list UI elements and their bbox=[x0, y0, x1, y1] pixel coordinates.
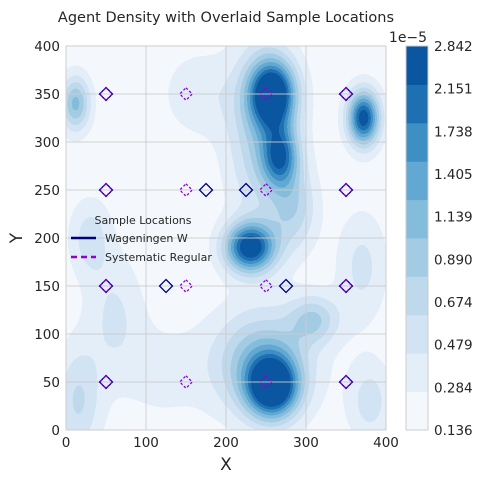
systematic-marker bbox=[258, 278, 274, 294]
systematic-marker bbox=[258, 86, 274, 102]
colorbar-band bbox=[406, 391, 428, 431]
chart-title: Agent Density with Overlaid Sample Locat… bbox=[58, 10, 394, 26]
systematic-marker bbox=[98, 278, 114, 294]
y-tick-label: 100 bbox=[34, 327, 60, 343]
colorbar-band bbox=[406, 314, 428, 354]
x-tick-label: 0 bbox=[62, 435, 71, 451]
colorbar-frame bbox=[405, 45, 429, 431]
colorbar-band bbox=[406, 84, 428, 124]
colorbar-tick-label: 1.738 bbox=[434, 124, 473, 140]
colorbar-tick-label: 0.890 bbox=[434, 252, 473, 268]
systematic-marker bbox=[98, 86, 114, 102]
x-tick-label: 200 bbox=[213, 435, 239, 451]
y-tick-label: 400 bbox=[34, 39, 60, 55]
colorbar-offset-label: 1e−5 bbox=[389, 30, 427, 46]
plot-area bbox=[65, 45, 387, 431]
colorbar: 0.136 0.284 0.479 0.674 0.890 1.139 1.405 1.738… bbox=[405, 39, 473, 439]
colorbar-band bbox=[406, 199, 428, 239]
y-tick-label: 50 bbox=[43, 375, 60, 391]
legend-entry-label: Systematic Regular bbox=[105, 251, 212, 264]
x-tick-label: 300 bbox=[293, 435, 319, 451]
systematic-marker bbox=[178, 278, 194, 294]
systematic-marker bbox=[258, 182, 274, 198]
systematic-marker bbox=[338, 278, 354, 294]
x-tick-label: 400 bbox=[373, 435, 399, 451]
systematic-marker bbox=[258, 374, 274, 390]
x-axis: 0 100 200 300 400 bbox=[62, 435, 399, 451]
systematic-marker bbox=[98, 182, 114, 198]
colorbar-band bbox=[406, 122, 428, 162]
systematic-marker bbox=[178, 374, 194, 390]
colorbar-tick-label: 0.284 bbox=[434, 380, 473, 396]
systematic-marker bbox=[178, 86, 194, 102]
wageningen-marker bbox=[198, 182, 214, 198]
systematic-marker bbox=[338, 374, 354, 390]
colorbar-tick-label: 1.139 bbox=[434, 210, 473, 226]
y-tick-label: 300 bbox=[34, 135, 60, 151]
legend-title: Sample Locations bbox=[95, 214, 192, 227]
y-axis: 0 50 100 150 200 250 300 350 400 bbox=[34, 39, 60, 439]
colorbar-band bbox=[406, 46, 428, 85]
legend-entry-label: Wageningen W bbox=[105, 232, 188, 245]
colorbar-tick-label: 2.842 bbox=[434, 39, 473, 55]
colorbar-tick-label: 1.405 bbox=[434, 167, 473, 183]
wageningen-marker bbox=[158, 278, 174, 294]
sample-markers bbox=[98, 86, 354, 390]
wageningen-marker bbox=[238, 182, 254, 198]
y-tick-label: 150 bbox=[34, 279, 60, 295]
colorbar-band bbox=[406, 353, 428, 393]
y-tick-label: 200 bbox=[34, 231, 60, 247]
systematic-marker bbox=[98, 374, 114, 390]
y-axis-label: Y bbox=[7, 232, 27, 244]
x-tick-label: 100 bbox=[133, 435, 159, 451]
x-axis-label: X bbox=[220, 455, 232, 475]
colorbar-tick-label: 0.674 bbox=[434, 295, 473, 311]
y-tick-label: 250 bbox=[34, 183, 60, 199]
legend: Sample Locations Wageningen W Systematic R… bbox=[71, 214, 212, 264]
colorbar-band bbox=[406, 161, 428, 201]
systematic-marker bbox=[178, 182, 194, 198]
plot-frame bbox=[65, 45, 387, 431]
colorbar-tick-label: 2.151 bbox=[434, 82, 473, 98]
wageningen-marker bbox=[278, 278, 294, 294]
systematic-marker bbox=[338, 182, 354, 198]
colorbar-band bbox=[406, 276, 428, 316]
y-tick-label: 0 bbox=[51, 423, 60, 439]
colorbar-band bbox=[406, 238, 428, 277]
systematic-marker bbox=[338, 86, 354, 102]
colorbar-tick-label: 0.136 bbox=[434, 423, 473, 439]
colorbar-tick-label: 0.479 bbox=[434, 338, 473, 354]
y-tick-label: 350 bbox=[34, 87, 60, 103]
